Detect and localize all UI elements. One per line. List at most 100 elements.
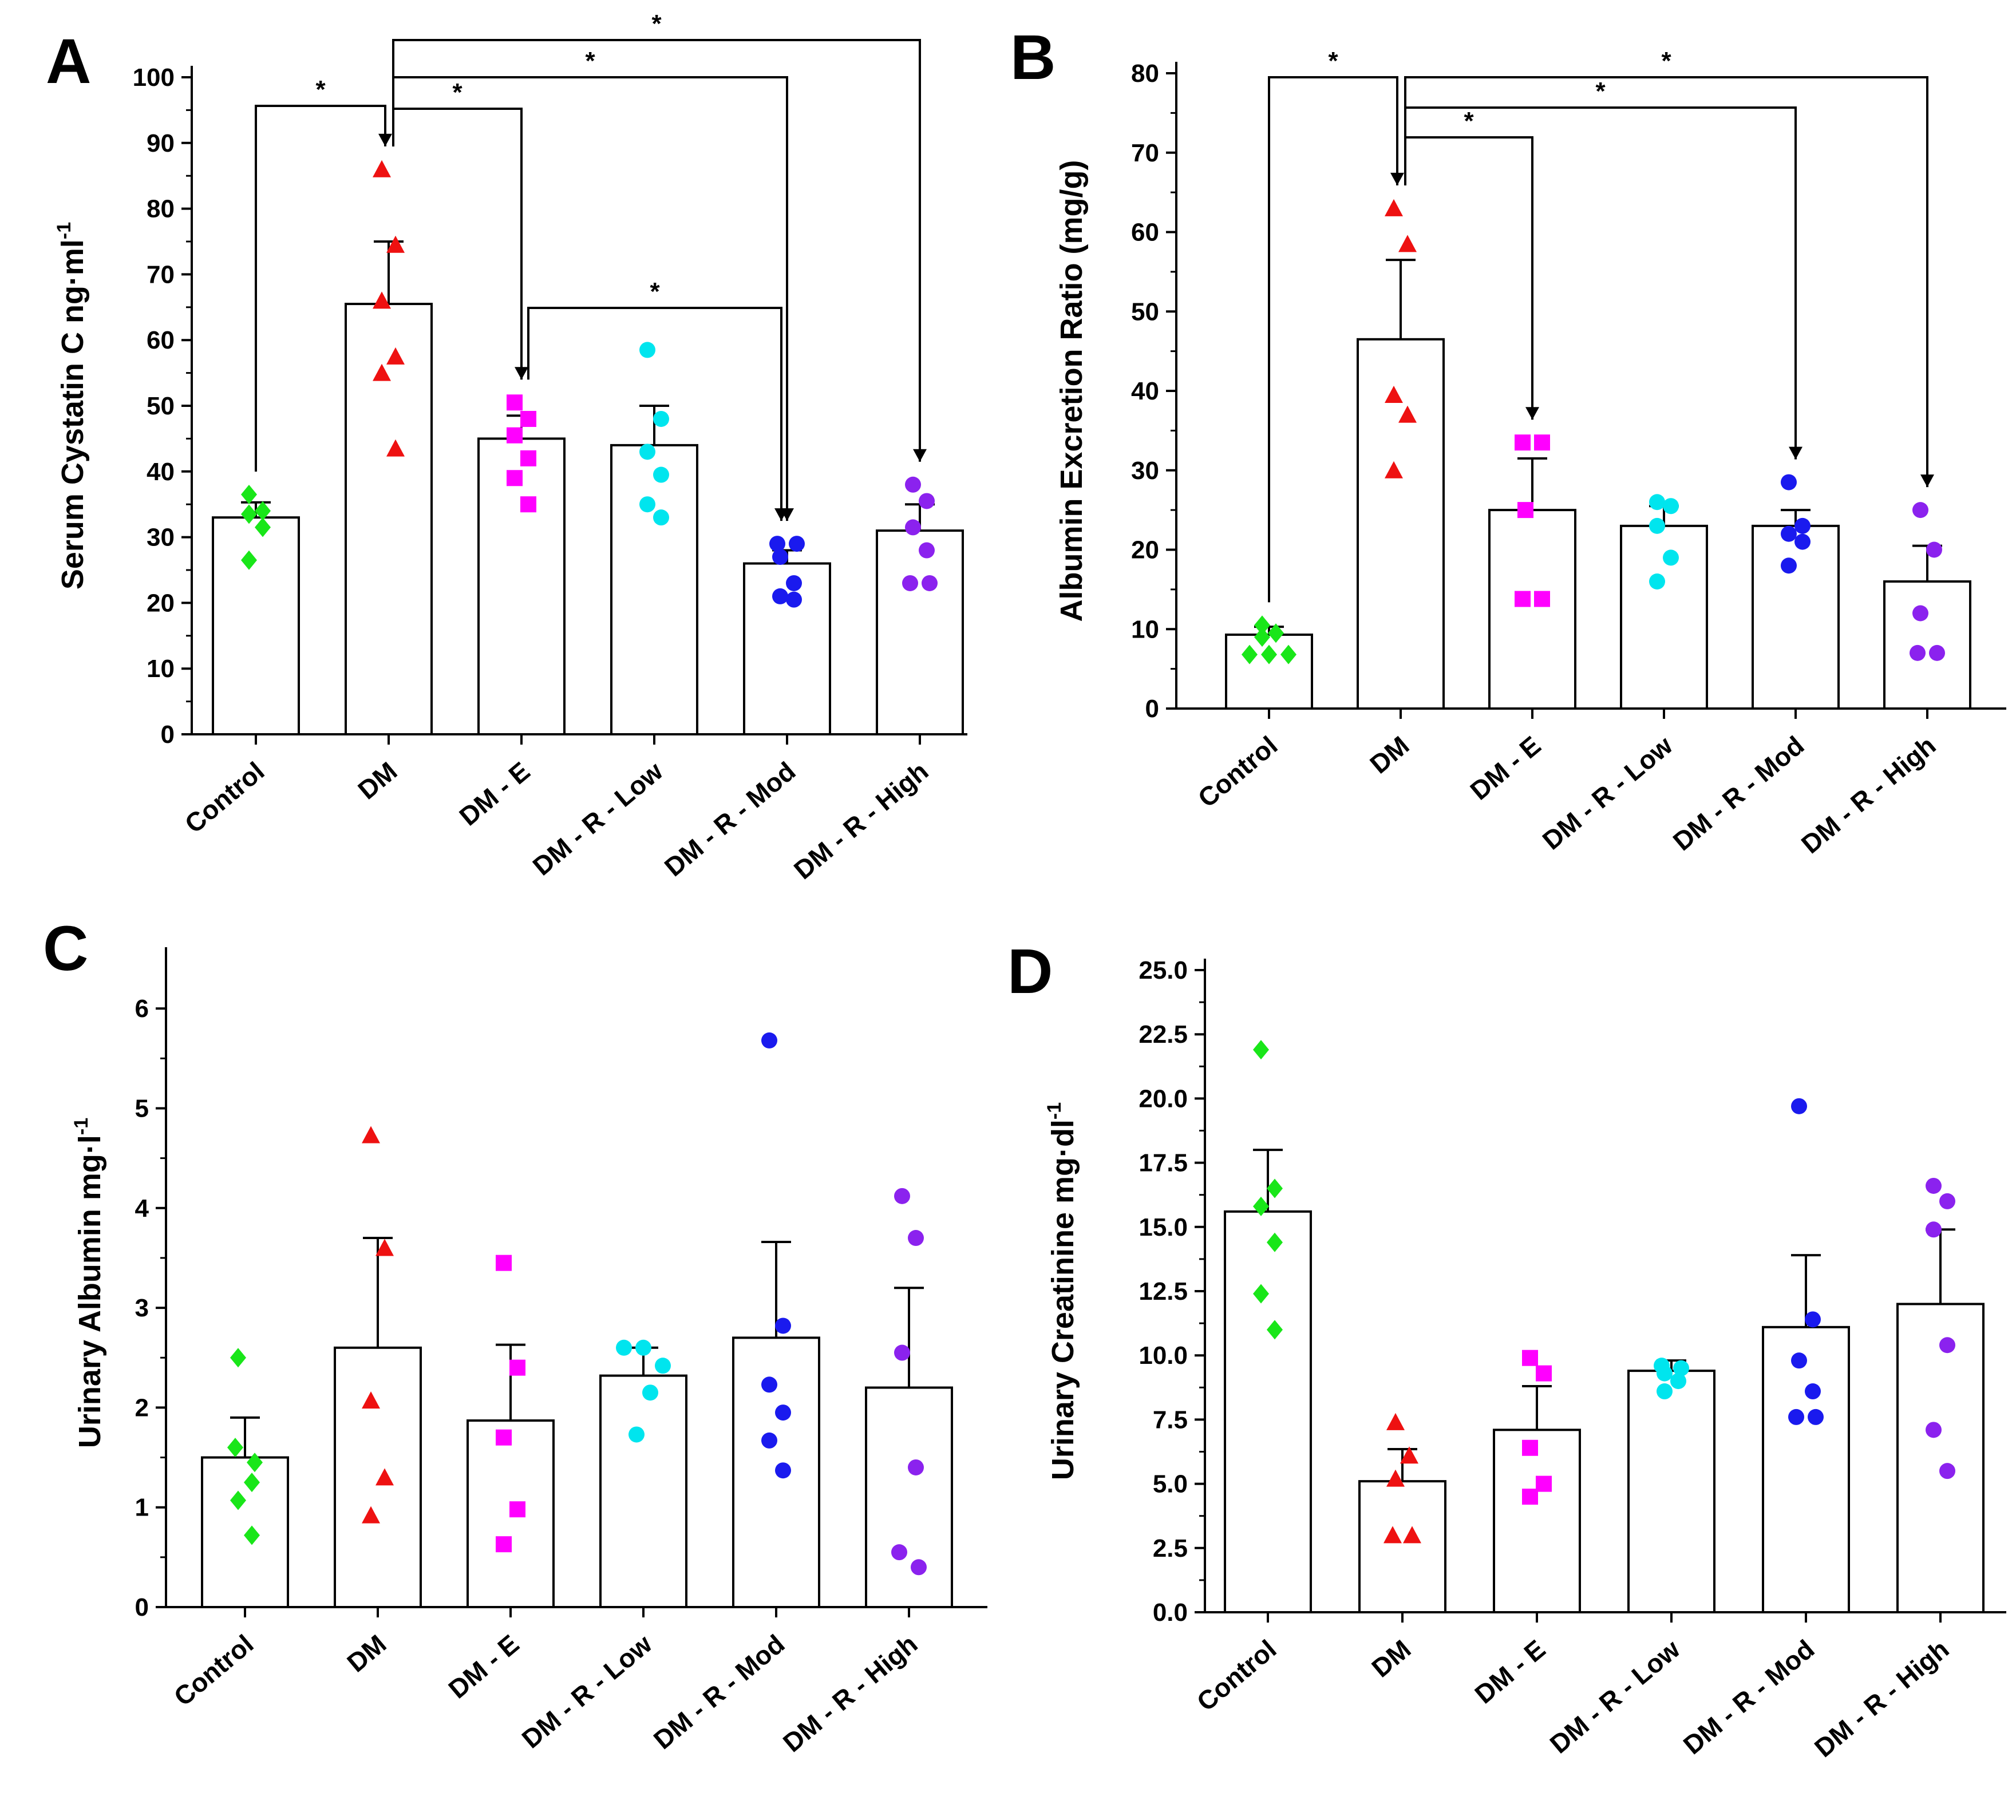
data-point <box>1515 591 1531 607</box>
data-point <box>1398 235 1417 252</box>
data-point <box>639 342 655 358</box>
y-tick-label: 80 <box>147 195 175 223</box>
data-point <box>786 591 802 608</box>
bar <box>1357 338 1445 710</box>
significance-star: * <box>650 278 660 306</box>
x-tick-label: DM - R - High <box>1809 1634 1955 1763</box>
data-point <box>1267 1232 1283 1252</box>
data-point <box>769 536 785 552</box>
y-tick-label: 17.5 <box>1139 1149 1188 1177</box>
y-axis-label: Urinary Albumin mg·l-1 <box>70 1118 107 1448</box>
panel-letter: B <box>1010 22 1056 93</box>
y-tick-label: 10 <box>147 655 175 683</box>
bar <box>599 1374 687 1609</box>
data-point <box>230 1348 246 1368</box>
bar <box>1752 524 1840 710</box>
y-tick-label: 15.0 <box>1139 1213 1188 1241</box>
y-tick-label: 5 <box>135 1094 149 1122</box>
x-tick-label: Control <box>1191 1634 1282 1717</box>
data-point <box>1534 434 1550 451</box>
y-axis-label-text: Albumin Excretion Ratio (mg/g) <box>1054 160 1089 622</box>
significance-arrowhead <box>515 367 528 380</box>
significance-arrowhead <box>1789 446 1802 460</box>
y-tick-label: 100 <box>133 64 175 92</box>
y-axis-label-text: Serum Cystatin C ng·ml <box>56 239 90 589</box>
data-point <box>507 470 523 486</box>
y-tick-label: 20 <box>147 589 175 617</box>
y-tick-label: 1 <box>135 1494 149 1522</box>
x-tick-label: DM - R - Mod <box>648 1629 790 1755</box>
data-point <box>1254 615 1270 635</box>
data-point <box>1267 1320 1283 1340</box>
data-point <box>1536 1365 1552 1382</box>
significance-star: * <box>585 47 595 75</box>
x-tick-label: Control <box>1192 730 1283 813</box>
data-point <box>255 517 271 537</box>
data-point <box>244 1473 260 1493</box>
y-tick-label: 5.0 <box>1153 1470 1188 1498</box>
data-point <box>362 1391 380 1409</box>
y-axis-label-text: Urinary Albumin mg·l <box>73 1135 107 1448</box>
panel-letter: C <box>43 913 88 984</box>
data-point <box>1253 1284 1269 1304</box>
data-point <box>1403 1526 1421 1544</box>
y-tick-label: 70 <box>147 260 175 288</box>
x-tick-label: DM - R - High <box>788 756 934 885</box>
data-point <box>761 1032 777 1049</box>
data-point <box>775 1462 791 1479</box>
significance-arrowhead <box>774 508 788 521</box>
data-point <box>386 235 405 253</box>
data-point <box>786 575 802 591</box>
y-tick-label: 4 <box>135 1194 149 1222</box>
bar <box>1627 1370 1715 1613</box>
data-point <box>653 466 669 483</box>
significance-bracket <box>392 76 788 521</box>
data-point <box>1385 199 1403 216</box>
data-point <box>789 536 805 552</box>
data-point <box>241 484 257 504</box>
data-point <box>1649 494 1665 511</box>
x-tick-label: DM - R - Mod <box>1678 1634 1820 1760</box>
data-point <box>1649 517 1665 534</box>
data-point <box>1805 1311 1821 1328</box>
y-tick-label: 6 <box>135 995 149 1023</box>
significance-arrowhead <box>1390 172 1404 185</box>
data-point <box>922 575 938 591</box>
data-point <box>1808 1408 1824 1425</box>
significance-star: * <box>1464 107 1474 135</box>
x-tick-label: DM - E <box>453 756 535 832</box>
y-tick-label: 0 <box>135 1593 149 1621</box>
bar <box>1762 1326 1850 1614</box>
significance-arrowhead <box>1920 474 1934 488</box>
x-tick-label: DM - E <box>442 1629 524 1704</box>
data-point <box>230 1490 246 1510</box>
bar <box>1488 509 1576 710</box>
significance-bracket <box>1404 76 1928 488</box>
data-point <box>1649 573 1665 589</box>
data-point <box>386 347 405 365</box>
data-point <box>1788 1408 1804 1425</box>
bar <box>201 1456 289 1609</box>
y-tick-label: 40 <box>147 458 175 486</box>
data-point <box>373 291 391 309</box>
x-tick-label: DM - R - Mod <box>659 756 801 882</box>
data-point <box>1912 605 1928 622</box>
data-point <box>1261 644 1277 664</box>
significance-arrowhead <box>1525 407 1539 420</box>
data-point <box>775 1317 791 1334</box>
data-point <box>241 550 257 570</box>
data-point <box>520 410 536 427</box>
data-point <box>1805 1383 1821 1400</box>
data-point <box>1673 1360 1689 1376</box>
y-tick-label: 10.0 <box>1139 1342 1188 1370</box>
x-tick-label: DM <box>1366 1634 1416 1683</box>
data-point <box>1791 1098 1807 1114</box>
data-point <box>655 1358 671 1374</box>
data-point <box>227 1438 243 1458</box>
y-axis-label: Urinary Creatinine mg·dl-1 <box>1043 1102 1080 1480</box>
panel-a: A 0 10 20 30 40 50 60 70 80 90 100 Serum Cystatin C … <box>46 10 967 885</box>
panel-b: B 0 10 20 30 40 50 60 70 80 Albumin Excretion Rati… <box>1010 22 2006 859</box>
panel-c: C 0 1 2 3 4 5 6 Urinary Albumin mg·l-1 Control DM D… <box>43 913 987 1758</box>
data-point <box>775 1404 791 1421</box>
data-point <box>1781 557 1797 574</box>
